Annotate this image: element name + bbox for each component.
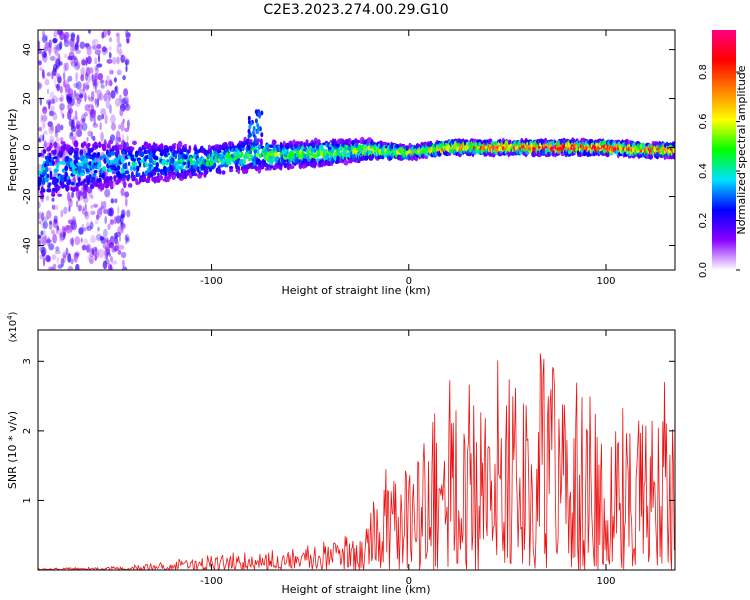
snr-y-axis: 1 2 3 (22, 358, 675, 504)
figure-title: C2E3.2023.274.00.29.G10 (263, 2, 448, 18)
x-tick-label: -100 (200, 276, 223, 287)
snr-plot-area (38, 330, 675, 570)
colorbar-tick-label: 0.2 (698, 213, 709, 229)
spectrogram-panel: -100 0 100 -40 -20 0 20 40 Height of straight … (6, 29, 676, 297)
colorbar-tick-label: 0.4 (698, 163, 709, 179)
y-tick-label: -40 (22, 237, 33, 253)
colorbar-label: Normalized spectral amplitude (735, 65, 748, 234)
snr-x-axis: -100 0 100 (200, 330, 616, 587)
x-tick-label: 100 (596, 276, 615, 287)
colorbar-tick-label: 0.0 (698, 262, 709, 278)
spectrogram-heatmap (38, 30, 675, 270)
x-tick-label: -100 (200, 576, 223, 587)
y-tick-label: 40 (22, 43, 33, 56)
spectrogram-y-axis: -40 -20 0 20 40 (22, 43, 675, 254)
spectrogram-y-label: Frequency (Hz) (6, 109, 19, 192)
y-tick-label: 2 (22, 428, 33, 434)
y-tick-label: 3 (22, 358, 33, 364)
colorbar-tick-label: 0.8 (698, 64, 709, 80)
snr-multiplier-base: (x10 (8, 320, 19, 343)
svg-text:(x104): (x104) (6, 311, 19, 342)
snr-panel: -100 0 100 1 2 3 Height of straight line (km… (6, 311, 676, 596)
snr-frame (37, 329, 676, 571)
colorbar-tick-label: 0.6 (698, 114, 709, 130)
snr-x-label: Height of straight line (km) (281, 583, 430, 596)
colorbar: 0.0 0.2 0.4 0.6 0.8 Normalized spectral ampl… (698, 30, 748, 278)
y-tick-label: 0 (22, 144, 33, 150)
y-tick-label: 20 (22, 92, 33, 105)
spectrogram-frame (37, 29, 676, 271)
y-tick-label: 1 (22, 497, 33, 503)
snr-line-series (38, 353, 675, 570)
snr-multiplier-exponent: 4 (6, 315, 14, 320)
spectrogram-x-label: Height of straight line (km) (281, 284, 430, 297)
colorbar-axis: 0.0 0.2 0.4 0.6 0.8 (698, 64, 740, 278)
spectrogram-ridge (38, 109, 675, 200)
x-tick-label: 0 (406, 276, 412, 287)
colorbar-bar (712, 30, 736, 270)
x-tick-label: 0 (406, 576, 412, 587)
snr-y-label: SNR (10 * v/v) (6, 411, 19, 489)
snr-series-line (38, 353, 675, 570)
x-tick-label: 100 (596, 576, 615, 587)
snr-y-multiplier: (x104) (6, 311, 19, 342)
spectrogram-x-axis: -100 0 100 (200, 30, 616, 287)
y-tick-label: -20 (22, 188, 33, 204)
